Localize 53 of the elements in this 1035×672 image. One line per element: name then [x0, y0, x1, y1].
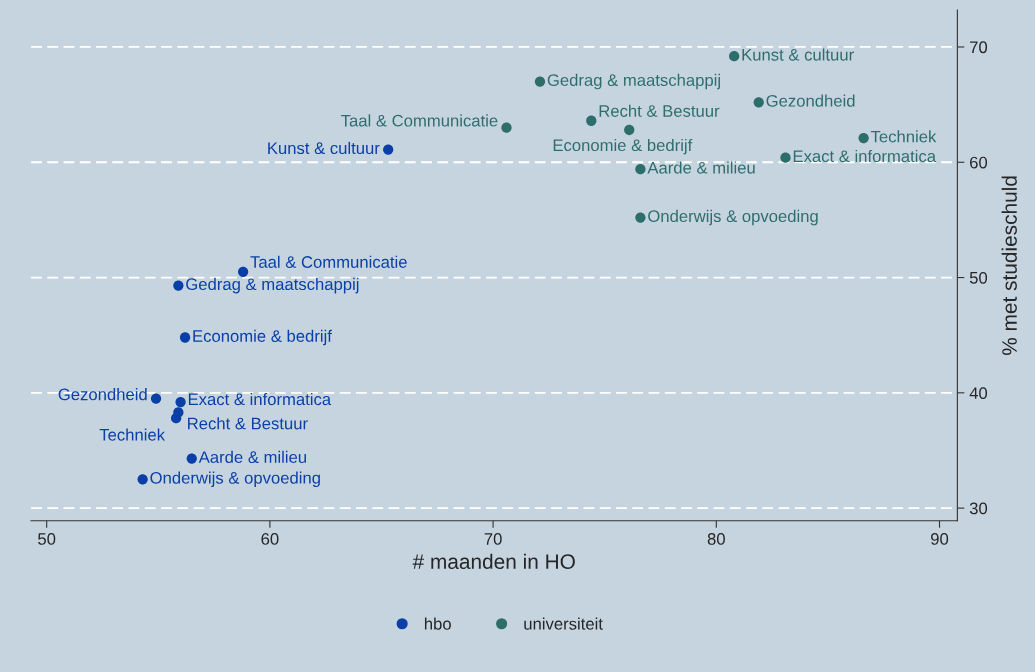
- point: [586, 115, 597, 126]
- y-tick-label: 50: [969, 271, 988, 284]
- annotation: Recht & Bestuur: [599, 104, 720, 117]
- y-tick-label: 70: [970, 41, 988, 54]
- point: [179, 332, 191, 343]
- annotation: Techniek: [870, 130, 937, 143]
- x-tick-label: 90: [931, 533, 949, 545]
- point: [170, 413, 182, 424]
- point: [173, 280, 184, 291]
- point: [237, 266, 249, 277]
- annotation: Exact & informatica: [793, 149, 937, 163]
- point: [383, 144, 394, 155]
- annotation: Taal & Communicatie: [341, 114, 498, 127]
- x-tick-label: 50: [38, 533, 56, 545]
- annotation: Onderwijs & opvoeding: [648, 209, 818, 226]
- annotation: Recht & Bestuur: [188, 417, 308, 430]
- point: [624, 124, 635, 136]
- point: [753, 97, 764, 108]
- point: [186, 453, 197, 464]
- annotation: Gedrag & maatschappij: [547, 73, 720, 90]
- annotation: Kunst & cultuur: [268, 141, 380, 155]
- annotation: Aarde & milieu: [198, 450, 306, 464]
- y-axis-title: % met studieschuld: [1001, 176, 1017, 356]
- annotation: Taal & Communicatie: [250, 255, 407, 268]
- point: [858, 132, 869, 144]
- annotation: Gedrag & maatschappij: [186, 277, 359, 294]
- annotation: Kunst & cultuur: [742, 48, 854, 61]
- point: [150, 393, 162, 404]
- annotation: Gezondheid: [766, 94, 855, 107]
- annotation: Exact & informatica: [188, 392, 332, 406]
- annotation: Gezondheid: [58, 388, 147, 401]
- point: [175, 396, 186, 408]
- x-tick-label: 80: [707, 533, 725, 545]
- x-axis-title: # maanden in HO: [412, 553, 575, 569]
- annotation: Onderwijs & opvoeding: [150, 471, 320, 488]
- annotation: Techniek: [99, 428, 166, 441]
- legend-label: universiteit: [524, 617, 603, 630]
- y-tick-label: 30: [969, 502, 988, 515]
- x-tick-label: 60: [261, 533, 279, 545]
- legend-label: hbo: [424, 617, 451, 630]
- point: [635, 212, 646, 223]
- annotation: Economie & bedrijf: [193, 329, 332, 346]
- annotation: Aarde & milieu: [647, 161, 755, 174]
- point: [137, 474, 148, 485]
- annotation: Economie & bedrijf: [553, 138, 693, 155]
- point: [729, 51, 740, 62]
- point: [635, 164, 646, 175]
- point: [534, 76, 546, 87]
- y-tick-label: 60: [970, 156, 988, 169]
- point: [501, 122, 512, 133]
- point: [780, 152, 791, 163]
- y-tick-label: 40: [969, 387, 988, 400]
- x-tick-label: 70: [484, 533, 502, 545]
